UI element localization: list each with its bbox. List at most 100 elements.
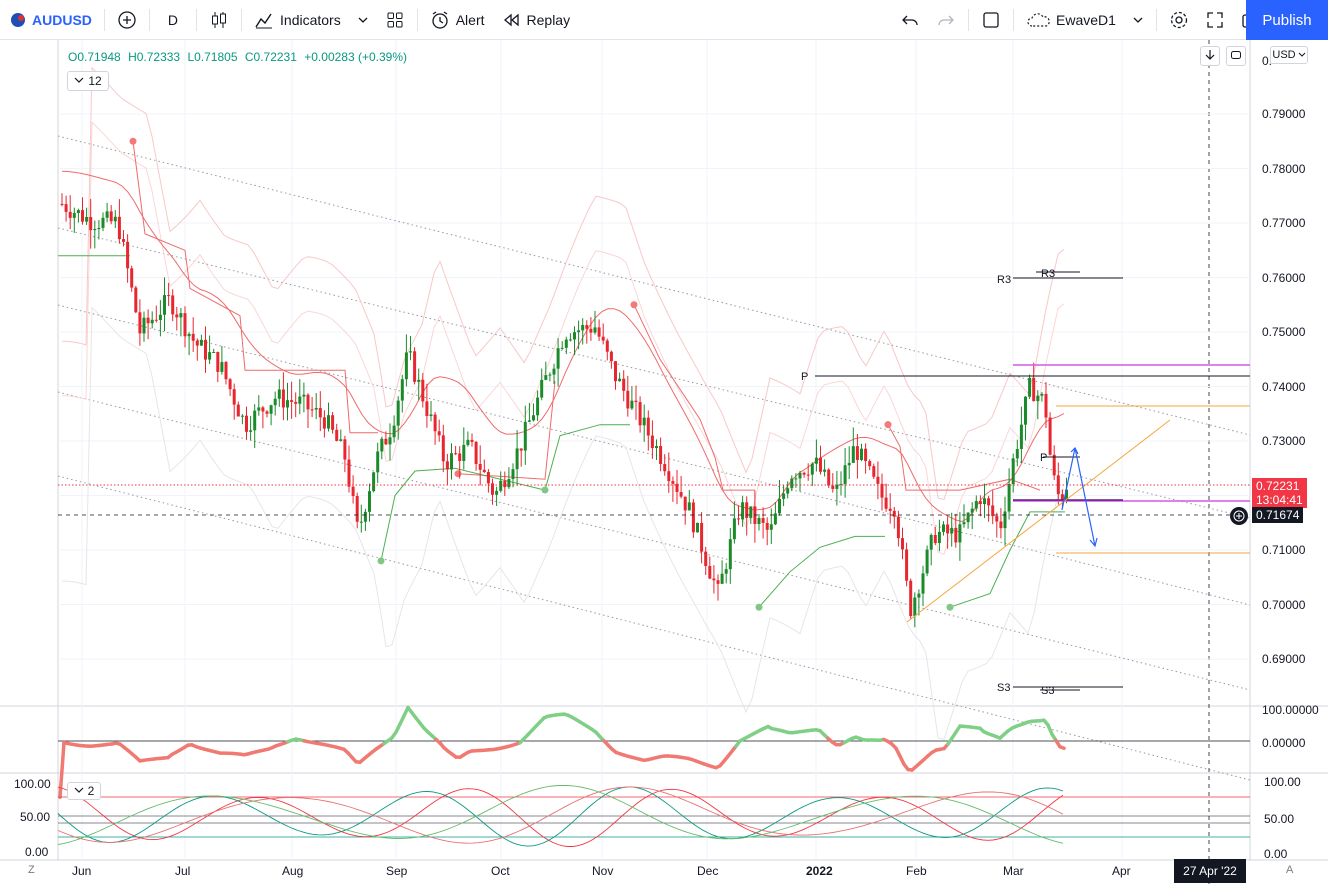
layout-button[interactable]: EwaveD1 — [1018, 0, 1124, 40]
candle-body — [306, 394, 310, 410]
chevron-down-icon — [1298, 52, 1305, 57]
stochastic-line — [57, 784, 1064, 845]
interval-button[interactable]: D — [154, 0, 192, 40]
candle-body — [134, 287, 138, 313]
candle-body — [921, 573, 925, 594]
zoom-button[interactable]: Z — [28, 864, 35, 876]
add-alert-button[interactable] — [1230, 507, 1248, 525]
candle-body — [577, 330, 581, 333]
stoch-left-tick-0: 0.00 — [25, 845, 49, 859]
candle-body — [983, 498, 986, 504]
fullscreen-button[interactable] — [1197, 0, 1233, 40]
candle-body — [1015, 449, 1019, 459]
candle-body — [146, 317, 150, 324]
candle-body — [454, 453, 458, 455]
candle-body — [835, 484, 839, 489]
compare-button[interactable] — [109, 0, 145, 40]
indicators-button[interactable]: Indicators — [246, 0, 349, 40]
candle-body — [568, 339, 572, 341]
publish-button[interactable]: Publish — [1246, 0, 1328, 40]
indicators-collapse-button[interactable]: 12 — [67, 71, 109, 91]
price-tick: 0.79000 — [1262, 107, 1306, 121]
candle-body — [995, 516, 999, 522]
candle-body — [527, 420, 531, 422]
candle-body — [687, 502, 691, 511]
redo-button[interactable] — [928, 0, 964, 40]
candle-body — [782, 493, 786, 499]
candle-body — [409, 351, 412, 353]
candle-body — [737, 518, 740, 520]
candle-body — [847, 462, 851, 466]
s3-text-2: S3 — [1041, 685, 1054, 697]
candles-icon — [209, 10, 229, 30]
candle-body — [150, 319, 154, 324]
candle-body — [962, 522, 966, 525]
candle-body — [712, 578, 716, 581]
price-tick-partial: 0. — [1262, 54, 1273, 68]
candle-body — [810, 463, 814, 475]
candle-body — [1048, 417, 1052, 455]
candle-body — [392, 425, 396, 438]
candle-body — [290, 400, 294, 402]
sub-indicator-count: 2 — [87, 784, 95, 798]
candle-body — [208, 352, 212, 360]
candle-body — [581, 325, 585, 331]
candle-body — [745, 502, 749, 518]
countdown-value: 13:04:41 — [1256, 493, 1303, 507]
indicator-count: 12 — [88, 74, 102, 88]
candle-body — [400, 379, 404, 401]
candle-body — [499, 480, 503, 491]
sub-indicators-collapse-button[interactable]: 2 — [67, 782, 101, 800]
candle-body — [347, 459, 351, 487]
templates-button[interactable] — [377, 0, 413, 40]
candle-body — [101, 217, 105, 228]
candle-body — [450, 453, 453, 470]
candle-body — [331, 415, 335, 430]
stochastic-line — [57, 786, 1064, 847]
scroll-to-latest-button[interactable] — [1200, 46, 1220, 66]
r3-text-2: R3 — [1041, 268, 1055, 280]
settings-button[interactable] — [1161, 0, 1197, 40]
candle-body — [1024, 396, 1027, 425]
price-chart[interactable]: R3 R3 P P S3 S3 — [0, 40, 1328, 886]
candle-body — [204, 339, 207, 360]
currency-selector[interactable]: USD — [1270, 46, 1308, 64]
ohlc-legend: O0.71948 H0.72333 L0.71805 C0.72231 +0.0… — [68, 50, 411, 64]
candle-body — [794, 478, 798, 480]
candle-body — [585, 325, 589, 329]
alert-button[interactable]: Alert — [422, 0, 493, 40]
undo-button[interactable] — [892, 0, 928, 40]
replay-button[interactable]: Replay — [493, 0, 579, 40]
supertrend-dot — [884, 421, 892, 429]
osc-tick-0: 0.00000 — [1262, 736, 1306, 750]
candle-body — [831, 485, 835, 489]
candle-body — [937, 531, 941, 544]
candle-body — [868, 461, 872, 467]
layout-dropdown[interactable] — [1124, 0, 1152, 40]
candle-body — [273, 398, 277, 406]
candle-body — [855, 446, 859, 460]
candle-body — [421, 379, 425, 402]
chart-type-button[interactable] — [201, 0, 237, 40]
divider — [241, 8, 243, 31]
candle-body — [322, 417, 326, 429]
divider — [1013, 9, 1014, 31]
fullscreen-layout-button[interactable] — [973, 0, 1009, 40]
candle-body — [556, 348, 560, 369]
interval-label: D — [167, 11, 179, 28]
auto-button[interactable]: A — [1286, 864, 1294, 876]
candle-body — [376, 451, 380, 473]
symbol-search[interactable]: AUDUSD — [0, 0, 100, 40]
candle-body — [113, 216, 117, 222]
r3-text: R3 — [997, 274, 1011, 286]
candle-body — [1056, 475, 1060, 495]
auto-scale-button[interactable] — [1226, 46, 1246, 66]
candle-body — [1019, 424, 1023, 450]
divider — [103, 8, 105, 31]
oscillator-line — [58, 705, 1066, 799]
candle-body — [474, 441, 478, 465]
candle-body — [503, 480, 507, 488]
candle-body — [991, 505, 995, 517]
indicators-dropdown[interactable] — [349, 0, 377, 40]
